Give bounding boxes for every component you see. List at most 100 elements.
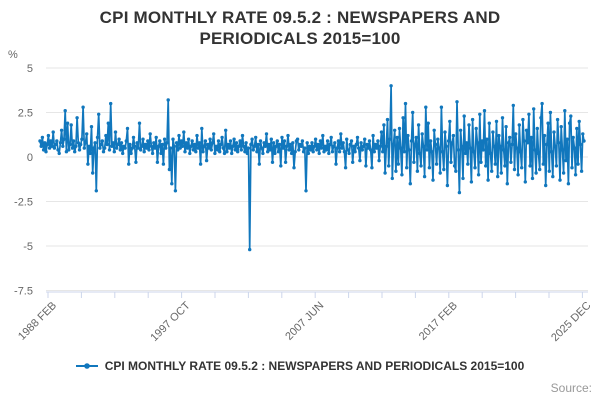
data-point[interactable] bbox=[554, 164, 559, 168]
data-point[interactable] bbox=[542, 133, 547, 138]
data-point[interactable] bbox=[564, 158, 568, 163]
data-point[interactable] bbox=[213, 151, 217, 156]
data-point[interactable] bbox=[59, 128, 64, 132]
data-point[interactable] bbox=[532, 107, 536, 111]
data-point[interactable] bbox=[194, 150, 198, 154]
data-point[interactable] bbox=[208, 137, 212, 141]
data-point[interactable] bbox=[393, 128, 397, 132]
data-point[interactable] bbox=[348, 142, 352, 147]
data-point[interactable] bbox=[354, 142, 358, 147]
data-point[interactable] bbox=[346, 148, 350, 152]
data-point[interactable] bbox=[277, 142, 282, 147]
data-point[interactable] bbox=[395, 135, 399, 140]
data-point[interactable] bbox=[136, 146, 140, 150]
data-point[interactable] bbox=[124, 139, 128, 143]
data-point[interactable] bbox=[466, 162, 470, 166]
data-point[interactable] bbox=[196, 146, 200, 150]
data-point[interactable] bbox=[282, 139, 287, 143]
data-point[interactable] bbox=[310, 141, 314, 145]
data-point[interactable] bbox=[383, 171, 387, 175]
data-point[interactable] bbox=[161, 162, 166, 166]
data-point[interactable] bbox=[201, 150, 205, 154]
data-point[interactable] bbox=[473, 166, 477, 170]
data-point[interactable] bbox=[349, 139, 354, 143]
data-point[interactable] bbox=[109, 101, 113, 106]
data-point[interactable] bbox=[266, 150, 270, 154]
data-point[interactable] bbox=[209, 148, 213, 152]
data-point[interactable] bbox=[43, 141, 47, 145]
data-point[interactable] bbox=[91, 171, 95, 175]
data-point[interactable] bbox=[549, 150, 554, 154]
data-point[interactable] bbox=[262, 141, 266, 145]
data-point[interactable] bbox=[77, 148, 82, 152]
data-point[interactable] bbox=[228, 139, 233, 143]
data-point[interactable] bbox=[523, 180, 527, 184]
data-point[interactable] bbox=[438, 171, 442, 175]
legend[interactable]: CPI MONTHLY RATE 09.5.2 : NEWSPAPERS AND… bbox=[0, 359, 600, 373]
data-point[interactable] bbox=[511, 103, 515, 108]
data-point[interactable] bbox=[538, 167, 542, 172]
data-point[interactable] bbox=[135, 141, 139, 145]
data-point[interactable] bbox=[40, 135, 45, 140]
data-point[interactable] bbox=[431, 178, 435, 182]
data-point[interactable] bbox=[458, 128, 463, 132]
data-point[interactable] bbox=[463, 151, 468, 156]
data-point[interactable] bbox=[443, 130, 447, 134]
data-point[interactable] bbox=[55, 139, 59, 143]
data-point[interactable] bbox=[71, 139, 76, 143]
data-point[interactable] bbox=[365, 142, 369, 147]
data-point[interactable] bbox=[281, 146, 285, 150]
data-point[interactable] bbox=[174, 141, 179, 145]
data-point[interactable] bbox=[373, 142, 378, 147]
data-point[interactable] bbox=[457, 190, 462, 195]
data-point[interactable] bbox=[68, 142, 72, 147]
data-point[interactable] bbox=[119, 141, 124, 145]
data-point[interactable] bbox=[38, 139, 42, 143]
data-point[interactable] bbox=[451, 133, 456, 138]
data-point[interactable] bbox=[260, 146, 264, 150]
data-point[interactable] bbox=[237, 144, 241, 148]
data-point[interactable] bbox=[301, 150, 306, 154]
data-point[interactable] bbox=[125, 126, 130, 131]
data-point[interactable] bbox=[335, 146, 339, 150]
data-point[interactable] bbox=[293, 150, 297, 154]
data-point[interactable] bbox=[529, 135, 533, 140]
data-point[interactable] bbox=[47, 146, 52, 150]
data-point[interactable] bbox=[39, 144, 43, 148]
data-point[interactable] bbox=[243, 150, 247, 154]
data-point[interactable] bbox=[369, 148, 373, 152]
data-point[interactable] bbox=[487, 121, 491, 125]
data-point[interactable] bbox=[107, 148, 112, 152]
data-point[interactable] bbox=[239, 148, 243, 152]
data-point[interactable] bbox=[195, 133, 199, 138]
data-point[interactable] bbox=[397, 126, 402, 131]
data-point[interactable] bbox=[112, 150, 117, 154]
data-point[interactable] bbox=[311, 150, 315, 154]
data-point[interactable] bbox=[384, 144, 388, 148]
data-point[interactable] bbox=[83, 141, 88, 145]
data-point[interactable] bbox=[396, 162, 400, 166]
data-point[interactable] bbox=[408, 182, 412, 186]
data-point[interactable] bbox=[215, 148, 219, 152]
data-point[interactable] bbox=[460, 144, 464, 148]
data-point[interactable] bbox=[231, 144, 235, 148]
data-point[interactable] bbox=[391, 142, 396, 147]
data-point[interactable] bbox=[534, 171, 538, 175]
data-point[interactable] bbox=[539, 116, 543, 120]
data-point[interactable] bbox=[494, 119, 499, 124]
data-point[interactable] bbox=[245, 151, 249, 156]
data-point[interactable] bbox=[286, 133, 290, 138]
data-point[interactable] bbox=[496, 174, 500, 179]
data-point[interactable] bbox=[254, 135, 258, 140]
data-point[interactable] bbox=[292, 166, 296, 170]
data-point[interactable] bbox=[497, 133, 501, 138]
data-point[interactable] bbox=[571, 135, 575, 140]
data-point[interactable] bbox=[478, 112, 482, 117]
data-point[interactable] bbox=[422, 174, 427, 179]
data-point[interactable] bbox=[560, 148, 565, 152]
data-point[interactable] bbox=[413, 142, 417, 147]
data-point[interactable] bbox=[536, 151, 541, 156]
data-point[interactable] bbox=[166, 98, 170, 102]
data-point[interactable] bbox=[328, 142, 332, 147]
data-point[interactable] bbox=[279, 164, 283, 168]
